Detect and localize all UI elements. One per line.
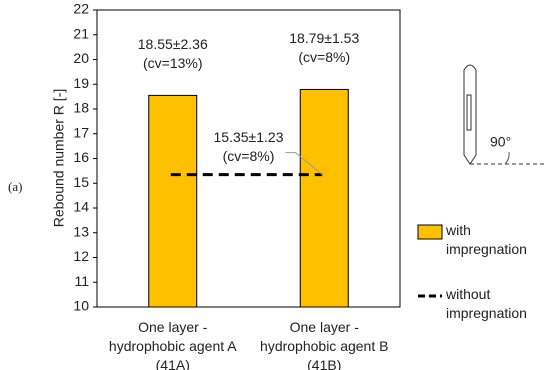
y-tick-label: 10 [73,298,89,314]
legend-label: without impregnation [446,286,527,321]
y-tick-label: 12 [73,248,89,264]
y-tick-label: 20 [73,50,89,66]
bar [148,94,198,308]
plot-frame [96,9,401,308]
x-tick-label: One layer - hydrophobic agent B (41B) [260,319,389,370]
y-tick-label: 15 [73,174,89,190]
panel-label: (a) [8,179,22,194]
x-tick-label: One layer - hydrophobic agent A (41A) [108,319,237,370]
y-tick-label: 16 [73,149,89,165]
value-label: 18.79±1.53 (cv=8%) [289,30,360,66]
inset-angle: 90° [490,134,511,150]
value-label: 18.55±2.36 (cv=13%) [137,36,208,72]
y-tick-label: 13 [73,223,89,239]
y-tick-label: 21 [73,25,89,41]
legend-label: with impregnation [446,222,527,257]
y-tick-label: 17 [73,124,89,140]
y-tick-label: 18 [73,100,89,116]
y-axis-label: Rebound number R [-] [51,89,67,228]
legend-swatch [417,224,443,240]
y-tick-label: 14 [73,199,89,215]
leader-line [285,152,323,175]
value-label: 15.35±1.23 (cv=8%) [213,128,284,164]
bar [299,88,349,308]
y-tick-label: 22 [73,1,89,17]
inset-icon [463,64,545,165]
y-tick-label: 11 [74,273,89,289]
y-tick-label: 19 [73,75,89,91]
